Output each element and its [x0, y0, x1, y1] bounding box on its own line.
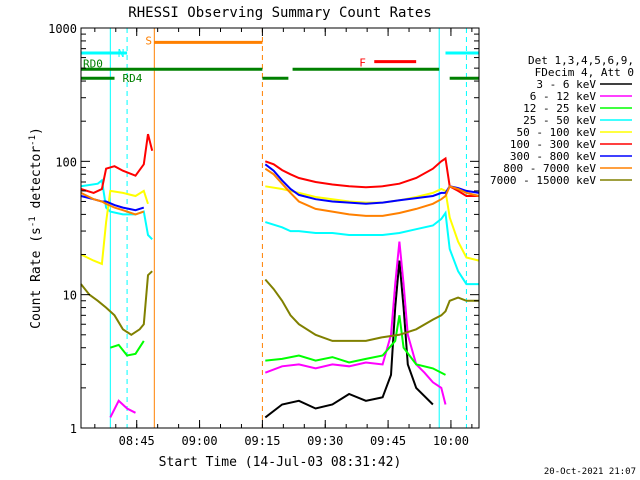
x-tick-label-3: 09:30 — [307, 434, 343, 448]
flag-label-s: S — [145, 34, 152, 47]
footer-date: 20-Oct-2021 21:07 — [544, 467, 636, 477]
flag-label-f: F — [359, 57, 366, 70]
series-line-7-0 — [80, 192, 145, 216]
chart-title: RHESSI Observing Summary Count Rates — [128, 5, 431, 21]
legend-label-1: 6 - 12 keV — [530, 90, 597, 103]
y-axis-label-sup2: -1 — [28, 135, 38, 146]
x-tick-label-0: 08:45 — [119, 434, 155, 448]
y-axis-label-mid: detector — [29, 146, 44, 217]
y-tick-label-2: 100 — [55, 155, 77, 169]
x-tick-label-4: 09:45 — [370, 434, 406, 448]
y-axis-label-sup: -1 — [28, 216, 38, 227]
series-line-1-0 — [109, 399, 136, 418]
legend-label-7: 800 - 7000 keV — [503, 162, 596, 175]
series-line-3-1 — [265, 210, 479, 286]
legend-header-1: FDecim 4, Att 0 — [535, 66, 634, 79]
legend-label-0: 3 - 6 keV — [536, 78, 596, 91]
series-line-5-0 — [80, 133, 154, 194]
legend-label-4: 50 - 100 keV — [517, 126, 597, 139]
x-axis: 08:45 09:00 09:15 09:30 09:45 10:00 — [94, 28, 473, 448]
flag-label-rd0: RD0 — [83, 57, 103, 70]
y-axis: 1 10 100 1000 — [48, 22, 479, 436]
flag-label-rd4: RD4 — [123, 72, 143, 85]
y-axis-label-main: Count Rate (s — [29, 227, 44, 329]
legend-label-6: 300 - 800 keV — [510, 150, 596, 163]
series-line-2-1 — [265, 315, 446, 376]
legend-label-2: 12 - 25 keV — [523, 102, 596, 115]
legend-label-3: 25 - 50 keV — [523, 114, 596, 127]
y-axis-label: Count Rate (s-1 detector-1) — [28, 127, 44, 329]
y-axis-label-end: ) — [29, 127, 44, 135]
y-tick-label-1: 10 — [63, 289, 77, 303]
plot-area: N S F RD0 RD4 — [80, 28, 480, 428]
flag-label-n: N — [118, 47, 125, 60]
series-line-2-0 — [109, 340, 145, 357]
x-tick-label-2: 09:15 — [244, 434, 280, 448]
x-axis-label: Start Time (14-Jul-03 08:31:42) — [159, 455, 402, 470]
y-tick-label-0: 1 — [70, 422, 77, 436]
legend-header-0: Det 1,3,4,5,6,9, — [528, 54, 634, 67]
series-line-0-0 — [264, 260, 434, 419]
series-line-7-1 — [264, 167, 480, 217]
legend-label-5: 100 - 300 keV — [510, 138, 596, 151]
series-line-1-1 — [264, 241, 447, 405]
x-tick-label-1: 09:00 — [181, 434, 217, 448]
series-line-3-0 — [80, 178, 153, 240]
y-tick-label-3: 1000 — [48, 22, 77, 36]
series-line-8-1 — [264, 278, 479, 342]
series-line-8-0 — [80, 270, 153, 336]
series-line-4-0 — [80, 189, 149, 266]
x-tick-label-5: 10:00 — [433, 434, 469, 448]
plot-frame — [80, 27, 480, 429]
legend-label-8: 7000 - 15000 keV — [490, 174, 596, 187]
legend: Det 1,3,4,5,6,9,FDecim 4, Att 03 - 6 keV… — [490, 54, 634, 187]
